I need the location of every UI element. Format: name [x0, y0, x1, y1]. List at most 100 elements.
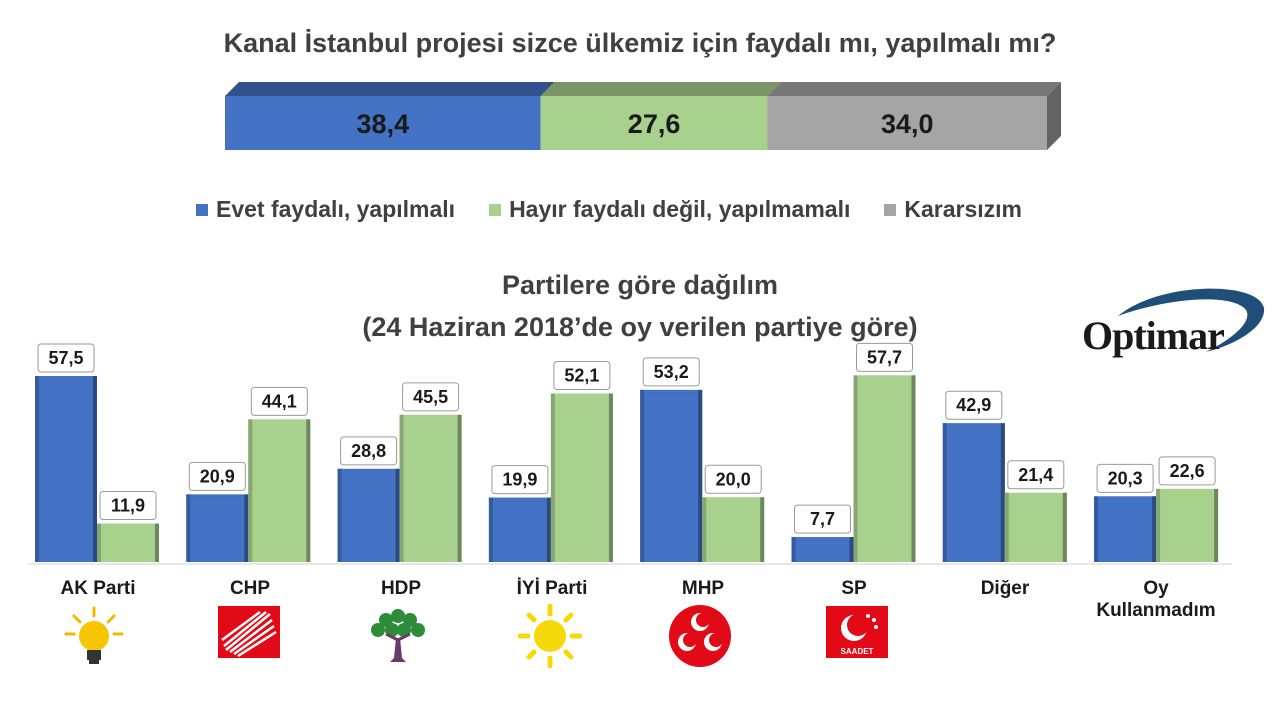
bar-bevel-left-0-6: [942, 423, 947, 562]
bar-bevel-right-0-6: [1000, 423, 1005, 562]
bar-0-0: [35, 376, 97, 562]
bar-bevel-top-1-5: [853, 375, 916, 380]
party-chart-title: Partilere göre dağılım: [501, 270, 779, 300]
bar-bevel-right-0-0: [93, 376, 97, 562]
legend-label-evet: Evet faydalı, yapılmalı: [216, 196, 456, 222]
bar-1-7: [1156, 488, 1219, 562]
data-label-1-6: 21,4: [1018, 465, 1053, 485]
saadet-crescent-star-icon: SAADET: [826, 606, 888, 658]
stack-value-label-1: 27,6: [628, 109, 681, 139]
legend-swatch-evet: [196, 203, 208, 216]
data-label-box-1-3: [553, 360, 611, 390]
bar-0-7: [1094, 496, 1157, 562]
bar-0-5: [791, 537, 854, 562]
data-label-1-3: 52,1: [564, 365, 599, 385]
bar-bevel-left-0-0: [35, 376, 39, 562]
data-label-box-1-0: [99, 491, 157, 521]
bar-bevel-top-1-3: [550, 393, 613, 398]
data-label-box-0-1: [188, 461, 246, 491]
bar-bevel-right-0-1: [244, 494, 249, 562]
data-label-1-5: 57,7: [867, 347, 902, 367]
data-label-1-0: 11,9: [111, 496, 145, 516]
bar-bevel-right-1-1: [306, 419, 311, 562]
data-label-0-0: 57,5: [48, 348, 83, 368]
data-label-box-0-3: [491, 465, 549, 495]
data-label-0-5: 7,7: [810, 509, 835, 529]
bar-bevel-top-0-0: [35, 376, 97, 380]
bar-0-6: [942, 423, 1005, 562]
bar-1-4: [702, 497, 765, 562]
category-label-chp: CHP: [229, 578, 271, 599]
legend-swatch-kararsiz: [884, 203, 897, 216]
bar-1-6: [1004, 492, 1067, 562]
bar-bevel-top-0-6: [942, 423, 1005, 428]
bar-bevel-left-0-1: [186, 494, 191, 562]
data-label-1-7: 22,6: [1170, 461, 1205, 481]
bar-1-5: [853, 375, 916, 562]
data-label-box-1-4: [704, 464, 762, 494]
data-label-0-3: 19,9: [502, 470, 537, 490]
data-label-box-0-6: [945, 390, 1003, 420]
bar-bevel-top-0-4: [640, 389, 703, 394]
bar-bevel-right-0-7: [1152, 496, 1157, 562]
stack-segment-top-0: [225, 82, 555, 96]
bar-bevel-top-0-2: [337, 468, 400, 473]
category-label-iyi-parti: İYİ Parti: [516, 578, 588, 599]
bar-bevel-right-1-5: [911, 375, 916, 562]
category-label-diger: Diğer: [980, 578, 1030, 599]
bar-0-2: [337, 468, 400, 562]
bar-bevel-right-0-2: [395, 468, 400, 562]
legend: Evet faydalı, yapılmalı Hayır faydalı de…: [196, 196, 1022, 223]
overall-stacked-bar: 38,4 27,6 34,0: [225, 82, 1061, 150]
bar-bevel-right-1-3: [608, 393, 613, 562]
stack-value-label-0: 38,4: [357, 109, 410, 139]
bar-bevel-right-1-7: [1214, 488, 1219, 562]
bar-bevel-right-1-6: [1062, 492, 1067, 562]
bar-bevel-right-1-0: [155, 523, 159, 562]
category-label-oy-kullanmadim: Oy Kullanmadım: [1096, 578, 1216, 621]
legend-item-hayir: Hayır faydalı değil, yapılmamalı: [489, 196, 850, 223]
stack-segment-2: [767, 96, 1047, 150]
optimar-logo: Optimar: [1082, 313, 1225, 358]
legend-item-evet: Evet faydalı, yapılmalı: [196, 196, 455, 223]
legend-label-hayir: Hayır faydalı değil, yapılmamalı: [509, 196, 851, 222]
legend-swatch-hayir: [489, 203, 502, 216]
bar-bevel-left-1-7: [1156, 488, 1161, 562]
bar-bevel-right-1-2: [457, 414, 462, 562]
iyi-sun-icon: [518, 604, 582, 668]
data-label-box-1-5: [856, 342, 913, 372]
bar-bevel-top-1-7: [1156, 488, 1219, 493]
bar-bevel-top-0-5: [791, 537, 854, 542]
bar-0-4: [640, 389, 703, 562]
bar-bevel-right-0-5: [849, 537, 854, 562]
category-label-hdp: HDP: [380, 578, 422, 599]
bar-bevel-top-0-7: [1094, 496, 1157, 501]
stack-side-face: [1047, 82, 1061, 150]
bar-bevel-left-0-4: [640, 389, 645, 562]
party-chart-subtitle: (24 Haziran 2018’de oy verilen partiye g…: [362, 312, 918, 342]
legend-label-kararsiz: Kararsızım: [904, 196, 1022, 222]
bar-1-1: [248, 419, 311, 562]
chart-title: Kanal İstanbul projesi sizce ülkemiz içi…: [223, 28, 1057, 58]
stack-segment-top-2: [767, 82, 1061, 96]
bar-bevel-left-0-3: [488, 497, 493, 562]
bar-bevel-left-1-1: [248, 419, 253, 562]
data-label-box-0-5: [794, 504, 851, 534]
bar-0-1: [186, 494, 249, 562]
data-label-1-2: 45,5: [413, 387, 448, 407]
optimar-logo-swoosh-icon: [1118, 288, 1265, 352]
data-label-box-1-1: [250, 386, 308, 416]
stack-value-label-2: 34,0: [881, 109, 934, 139]
bar-1-2: [399, 414, 462, 562]
data-label-box-0-7: [1096, 463, 1154, 493]
category-label-mhp: MHP: [681, 578, 725, 599]
data-label-box-0-0: [37, 343, 95, 373]
data-label-box-0-4: [642, 357, 700, 387]
hdp-tree-icon: [371, 609, 425, 662]
bar-bevel-right-1-4: [760, 497, 765, 562]
bar-bevel-left-1-6: [1004, 492, 1009, 562]
bar-bevel-top-0-1: [186, 494, 249, 499]
bar-bevel-top-1-6: [1004, 492, 1067, 497]
data-label-1-1: 44,1: [262, 391, 297, 411]
